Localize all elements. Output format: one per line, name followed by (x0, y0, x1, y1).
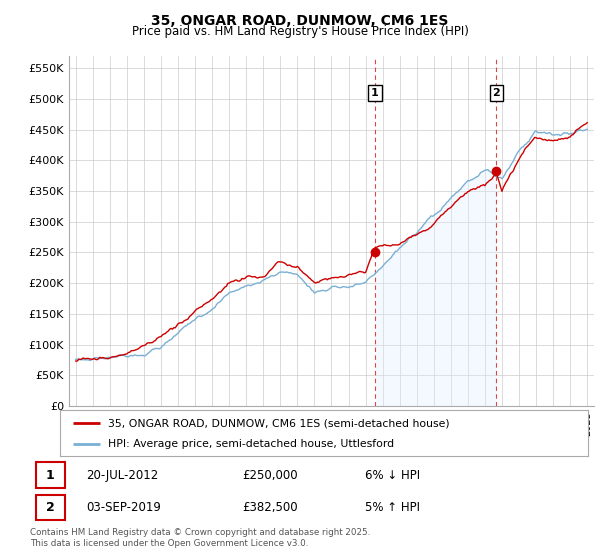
Text: 1: 1 (371, 88, 379, 98)
Text: £382,500: £382,500 (242, 501, 298, 514)
Text: 2: 2 (493, 88, 500, 98)
Text: £250,000: £250,000 (242, 469, 298, 482)
Text: 6% ↓ HPI: 6% ↓ HPI (365, 469, 420, 482)
Text: Price paid vs. HM Land Registry's House Price Index (HPI): Price paid vs. HM Land Registry's House … (131, 25, 469, 38)
Text: HPI: Average price, semi-detached house, Uttlesford: HPI: Average price, semi-detached house,… (107, 438, 394, 449)
Text: 35, ONGAR ROAD, DUNMOW, CM6 1ES (semi-detached house): 35, ONGAR ROAD, DUNMOW, CM6 1ES (semi-de… (107, 418, 449, 428)
Text: 35, ONGAR ROAD, DUNMOW, CM6 1ES: 35, ONGAR ROAD, DUNMOW, CM6 1ES (151, 14, 449, 28)
Text: Contains HM Land Registry data © Crown copyright and database right 2025.
This d: Contains HM Land Registry data © Crown c… (30, 528, 370, 548)
Text: 5% ↑ HPI: 5% ↑ HPI (365, 501, 420, 514)
Text: 1: 1 (46, 469, 55, 482)
Text: 2: 2 (46, 501, 55, 514)
FancyBboxPatch shape (35, 494, 65, 520)
Text: 20-JUL-2012: 20-JUL-2012 (86, 469, 158, 482)
FancyBboxPatch shape (35, 463, 65, 488)
Text: 03-SEP-2019: 03-SEP-2019 (86, 501, 161, 514)
